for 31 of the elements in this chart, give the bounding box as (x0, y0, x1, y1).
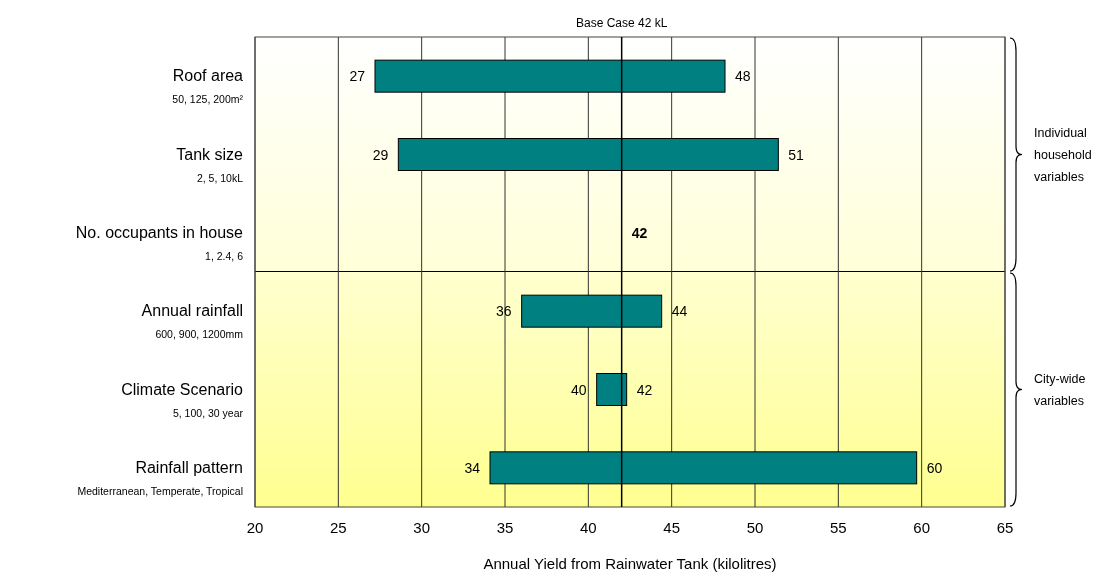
x-tick-label: 30 (413, 519, 431, 536)
x-tick-label: 65 (996, 519, 1014, 536)
x-tick-label: 50 (746, 519, 764, 536)
x-tick-label: 40 (579, 519, 597, 536)
y-tick-label: Tank size 2, 5, 10kL (176, 145, 244, 184)
annotation: 48 (735, 68, 751, 85)
annotation: 51 (788, 146, 805, 163)
x-tick-label: 45 (663, 519, 681, 536)
y-tick-label: Annual rainfall 600, 900, 1200mm (141, 302, 244, 341)
annotation: 29 (372, 146, 389, 163)
annotation: 44 (671, 303, 688, 320)
x-tick-label: 35 (496, 519, 514, 536)
x-tick-label: 55 (829, 519, 847, 536)
y-tick-label: Roof area 50, 125, 200m² (172, 67, 244, 106)
x-tick-label: 20 (246, 519, 264, 536)
text: City-wide variables (1034, 371, 1086, 408)
y-tick-label: Climate Scenario 5, 100, 30 year (121, 380, 244, 419)
annotation: 36 (496, 303, 512, 320)
y-tick-label: Rainfall pattern Mediterranean, Temperate, Tropical (77, 458, 243, 497)
x-tick-label: 25 (329, 519, 347, 536)
annotation: 42 (636, 381, 653, 398)
annotation: 40 (571, 381, 587, 398)
x-axis-title: Annual Yield from Rainwater Tank (kilolitres) (483, 555, 777, 572)
annotation: 34 (464, 459, 481, 476)
y-tick-label: No. occupants in house 1, 2.4, 6 (75, 223, 244, 262)
annotation: 42 (631, 224, 648, 241)
text: Individual household variables (1034, 125, 1092, 184)
annotation: 27 (349, 68, 366, 85)
annotation: 60 (926, 459, 943, 476)
ref-line-label: Base Case 42 kL (575, 16, 668, 30)
x-tick-label: 60 (913, 519, 931, 536)
